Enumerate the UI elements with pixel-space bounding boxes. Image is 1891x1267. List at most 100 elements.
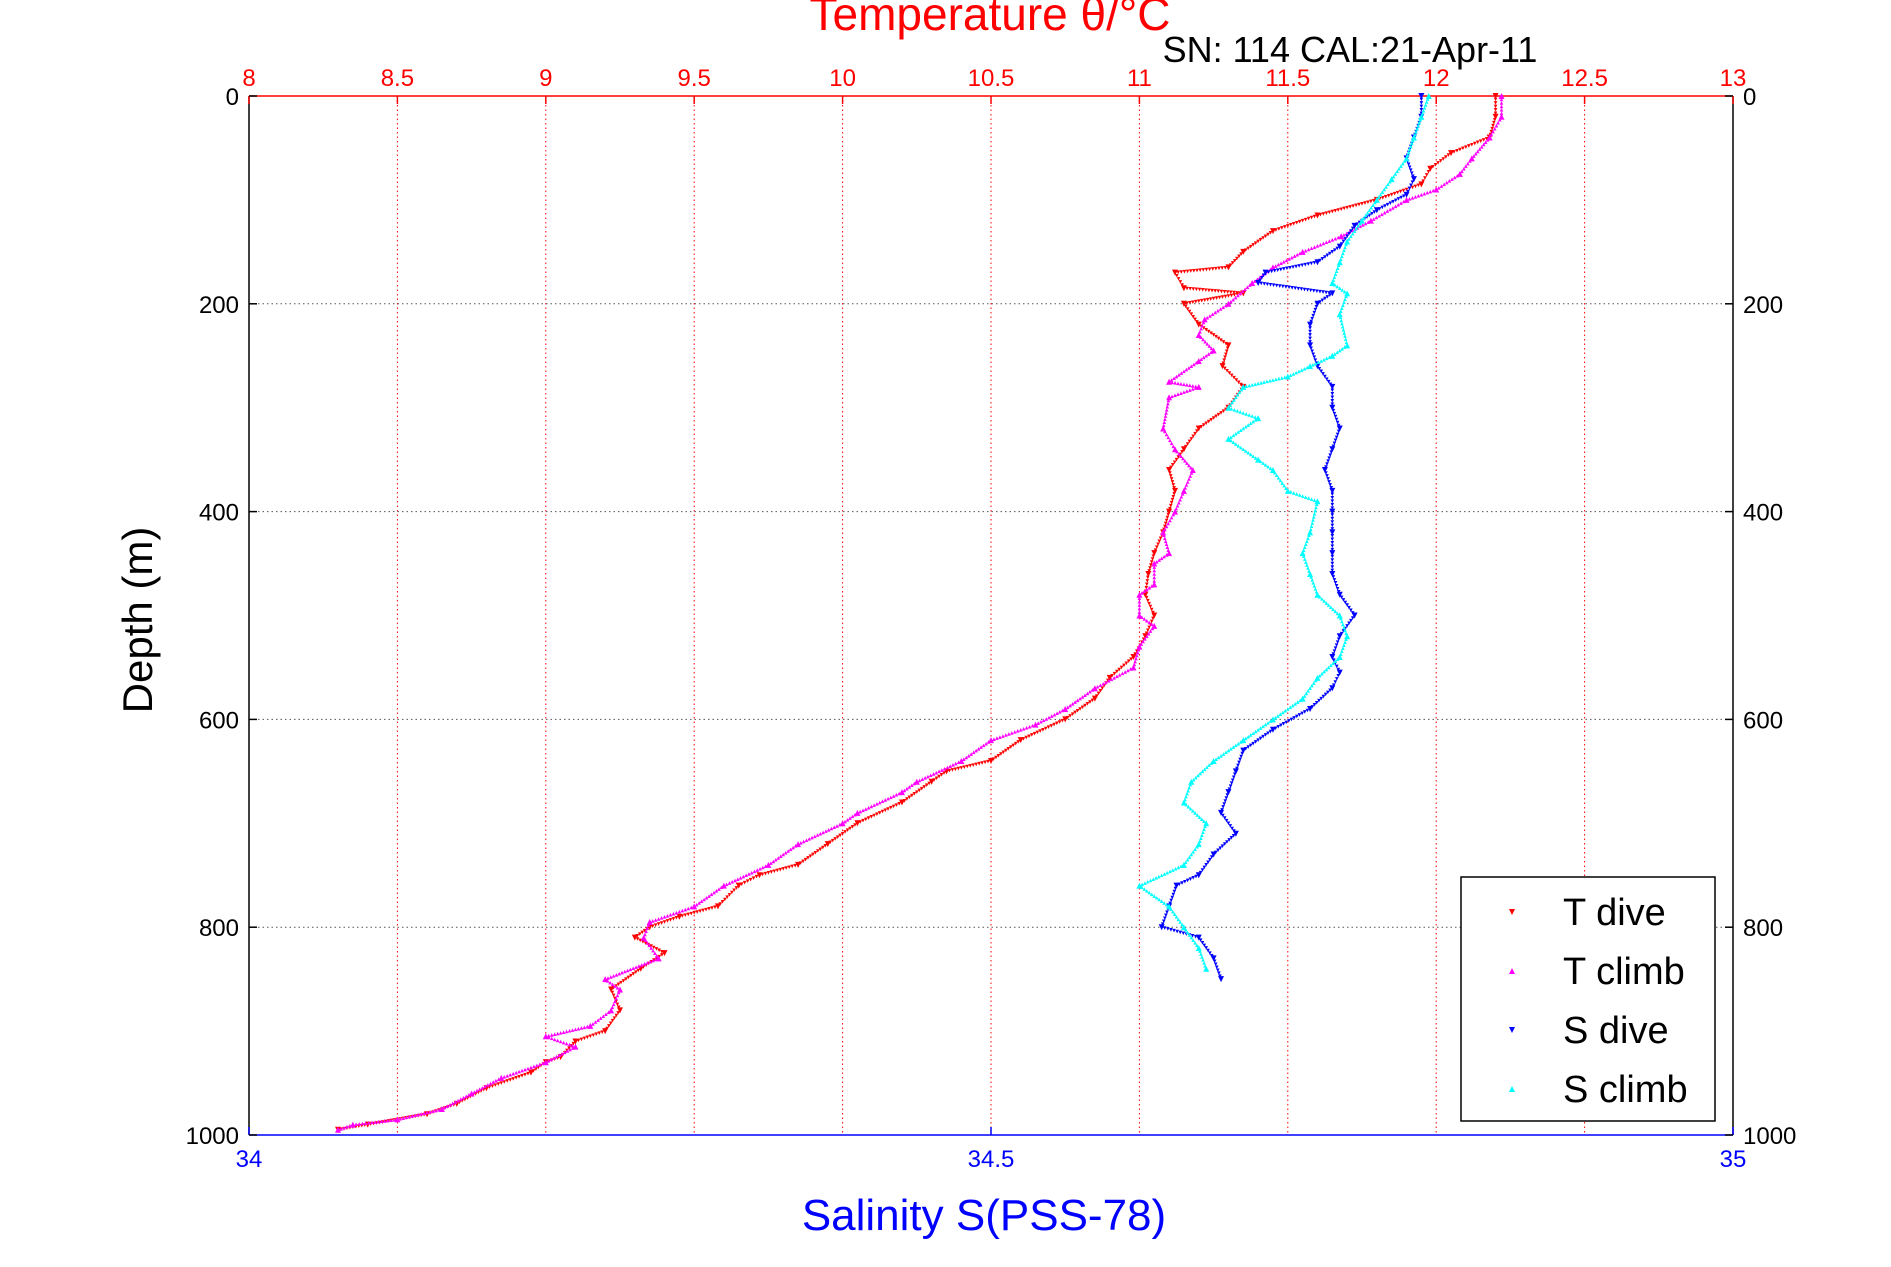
data-point-trail [1289, 717, 1294, 722]
data-point-trail [833, 837, 837, 841]
data-point-trail [1151, 616, 1155, 621]
data-point-trail [611, 1002, 616, 1007]
data-point-trail [1175, 449, 1179, 454]
data-point-trail [763, 871, 768, 876]
data-point-trail [1326, 459, 1330, 463]
data-point-trail [1176, 381, 1180, 386]
data-point-trail [1336, 667, 1341, 672]
data-point [1418, 93, 1425, 99]
data-point-trail [1424, 173, 1429, 177]
data-point-trail [610, 1018, 615, 1023]
data-point-trail [1410, 180, 1415, 185]
data-point-trail [1197, 287, 1202, 292]
data-point-trail [1293, 702, 1298, 706]
data-point-trail [1349, 618, 1353, 623]
data-point-trail [1021, 726, 1026, 731]
data-point-trail [1163, 417, 1167, 421]
data-point-trail [1068, 714, 1072, 718]
data-point-trail [1373, 200, 1377, 205]
data-point-trail [1308, 336, 1312, 341]
data-point-trail [1230, 778, 1235, 783]
data-point-trail [431, 1109, 435, 1113]
data-point-trail [1493, 111, 1498, 116]
data-point-trail [1426, 170, 1431, 174]
data-point-trail [1126, 668, 1130, 673]
data-point-trail [538, 1062, 542, 1067]
data-point-trail [1330, 547, 1335, 552]
data-point-trail [1444, 155, 1448, 159]
data-point-trail [448, 1102, 452, 1107]
data-point-trail [1345, 234, 1349, 239]
data-point-trail [1240, 751, 1245, 756]
legend-label: S dive [1563, 1010, 1669, 1052]
data-point-trail [1310, 349, 1314, 354]
data-point-trail [562, 1050, 567, 1055]
data-point-trail [1195, 813, 1200, 817]
data-point [1225, 789, 1232, 796]
data-point-trail [1287, 257, 1291, 261]
data-point-trail [1490, 126, 1494, 131]
data-point-trail [1238, 291, 1243, 296]
data-point-trail [1178, 930, 1183, 935]
data-point-trail [1182, 369, 1186, 374]
data-point-trail [1333, 659, 1338, 664]
data-point-trail [713, 905, 717, 910]
data-point [655, 955, 662, 962]
data-point-trail [1173, 866, 1178, 871]
data-point-trail [1422, 191, 1427, 196]
data-point-trail [604, 1012, 608, 1017]
data-point-trail [917, 778, 922, 783]
data-point-trail [1178, 497, 1182, 502]
data-point [1160, 529, 1167, 536]
data-point [1284, 373, 1291, 380]
data-point-trail [1425, 190, 1430, 195]
data-point [1359, 217, 1365, 224]
data-point-trail [1232, 290, 1236, 295]
data-point-trail [1202, 298, 1207, 302]
data-point-trail [610, 982, 615, 987]
data-point-trail [1230, 261, 1235, 265]
data-point-trail [1209, 855, 1214, 859]
data-point [765, 861, 772, 868]
data-point-trail [1181, 456, 1185, 461]
data-point-trail [1232, 375, 1236, 380]
data-point [720, 882, 727, 889]
data-point-trail [552, 1056, 556, 1060]
data-point-trail [1248, 244, 1253, 249]
data-point-trail [752, 869, 757, 874]
data-point-trail [1238, 757, 1242, 762]
data-point-trail [1196, 299, 1201, 304]
data-point-trail [763, 864, 768, 868]
data-point-trail [520, 1073, 524, 1078]
tick-label-temperature: 10.5 [968, 65, 1015, 92]
data-point-trail [1330, 523, 1335, 528]
data-point-trail [1345, 603, 1349, 607]
data-point-trail [1235, 292, 1240, 297]
data-point-trail [1281, 710, 1285, 715]
data-point-trail [1302, 545, 1307, 550]
data-point-trail [927, 781, 931, 786]
data-point-trail [1328, 453, 1332, 457]
legend-label: T climb [1563, 951, 1685, 993]
data-point [913, 778, 920, 785]
data-point-trail [1290, 285, 1294, 290]
data-point-trail [1493, 104, 1498, 109]
data-point-trail [1307, 533, 1311, 538]
data-point [1136, 643, 1143, 650]
data-point-trail [1330, 554, 1335, 559]
data-point-trail [1366, 200, 1370, 205]
data-point-trail [1265, 282, 1270, 287]
data-point-trail [1335, 420, 1340, 425]
data-point-trail [1493, 101, 1498, 105]
data-point-trail [1147, 625, 1151, 630]
data-point-trail [1204, 353, 1208, 358]
data-point-trail [793, 863, 797, 868]
data-point-trail [1492, 126, 1497, 131]
data-point-trail [790, 864, 794, 869]
data-point-trail [1472, 141, 1477, 146]
data-point-trail [843, 830, 847, 834]
data-point-trail [1374, 215, 1379, 220]
data-point-trail [645, 926, 650, 931]
data-point-trail [1299, 368, 1304, 372]
